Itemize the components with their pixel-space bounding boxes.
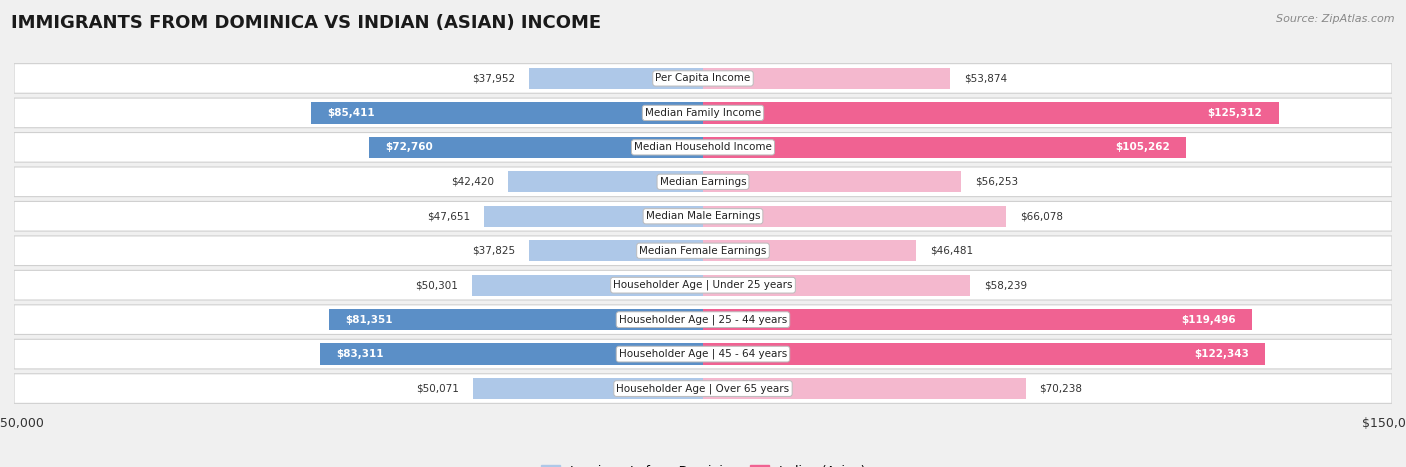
Text: IMMIGRANTS FROM DOMINICA VS INDIAN (ASIAN) INCOME: IMMIGRANTS FROM DOMINICA VS INDIAN (ASIA…: [11, 14, 602, 32]
Bar: [703, 205, 1007, 227]
Text: $83,311: $83,311: [336, 349, 384, 359]
Text: $42,420: $42,420: [451, 177, 495, 187]
Text: $66,078: $66,078: [1021, 211, 1063, 221]
Bar: [703, 171, 962, 192]
Bar: [484, 205, 703, 227]
Text: $50,301: $50,301: [415, 280, 458, 290]
Bar: [329, 309, 703, 330]
Bar: [703, 102, 1278, 124]
Text: $37,952: $37,952: [472, 73, 515, 84]
Text: $105,262: $105,262: [1115, 142, 1170, 152]
FancyBboxPatch shape: [14, 133, 1392, 162]
Text: $47,651: $47,651: [427, 211, 471, 221]
Text: $70,238: $70,238: [1039, 383, 1083, 394]
FancyBboxPatch shape: [14, 270, 1392, 300]
FancyBboxPatch shape: [14, 340, 1392, 369]
FancyBboxPatch shape: [14, 305, 1392, 334]
Text: Median Household Income: Median Household Income: [634, 142, 772, 152]
Bar: [529, 68, 703, 89]
Text: Median Male Earnings: Median Male Earnings: [645, 211, 761, 221]
Text: Median Family Income: Median Family Income: [645, 108, 761, 118]
FancyBboxPatch shape: [14, 201, 1392, 231]
Text: $125,312: $125,312: [1208, 108, 1263, 118]
Bar: [311, 102, 703, 124]
Text: Householder Age | Under 25 years: Householder Age | Under 25 years: [613, 280, 793, 290]
Bar: [703, 309, 1251, 330]
Bar: [472, 275, 703, 296]
Bar: [703, 343, 1265, 365]
Bar: [529, 240, 703, 262]
Text: Median Earnings: Median Earnings: [659, 177, 747, 187]
FancyBboxPatch shape: [14, 167, 1392, 197]
Bar: [472, 378, 703, 399]
FancyBboxPatch shape: [14, 98, 1392, 127]
Text: $85,411: $85,411: [326, 108, 374, 118]
Text: $56,253: $56,253: [976, 177, 1018, 187]
Bar: [508, 171, 703, 192]
FancyBboxPatch shape: [14, 374, 1392, 403]
Text: $58,239: $58,239: [984, 280, 1028, 290]
Text: Householder Age | 25 - 44 years: Householder Age | 25 - 44 years: [619, 314, 787, 325]
Text: $53,874: $53,874: [965, 73, 1007, 84]
FancyBboxPatch shape: [14, 64, 1392, 93]
Bar: [703, 68, 950, 89]
Text: Householder Age | Over 65 years: Householder Age | Over 65 years: [616, 383, 790, 394]
Text: $122,343: $122,343: [1194, 349, 1249, 359]
Text: Median Female Earnings: Median Female Earnings: [640, 246, 766, 256]
Bar: [703, 275, 970, 296]
Text: $119,496: $119,496: [1181, 315, 1236, 325]
Text: $81,351: $81,351: [346, 315, 392, 325]
Bar: [703, 137, 1187, 158]
Bar: [368, 137, 703, 158]
Text: Per Capita Income: Per Capita Income: [655, 73, 751, 84]
Text: Source: ZipAtlas.com: Source: ZipAtlas.com: [1277, 14, 1395, 24]
Legend: Immigrants from Dominica, Indian (Asian): Immigrants from Dominica, Indian (Asian): [536, 460, 870, 467]
Bar: [703, 240, 917, 262]
FancyBboxPatch shape: [14, 236, 1392, 266]
Text: $46,481: $46,481: [931, 246, 973, 256]
Bar: [321, 343, 703, 365]
Text: Householder Age | 45 - 64 years: Householder Age | 45 - 64 years: [619, 349, 787, 359]
Text: $37,825: $37,825: [472, 246, 516, 256]
Text: $50,071: $50,071: [416, 383, 460, 394]
Bar: [703, 378, 1025, 399]
Text: $72,760: $72,760: [385, 142, 433, 152]
